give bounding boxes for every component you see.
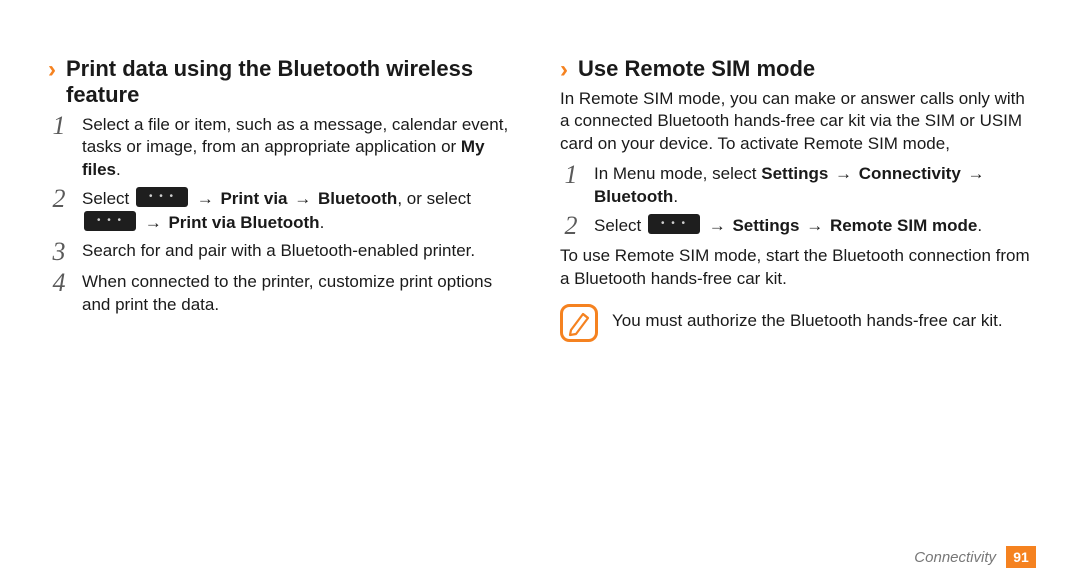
page-number: 91 xyxy=(1006,546,1036,568)
note-block: You must authorize the Bluetooth hands-f… xyxy=(560,304,1032,342)
text-run: . xyxy=(977,216,982,235)
text-run: In Menu mode, select xyxy=(594,164,761,183)
arrow-glyph: → xyxy=(961,164,987,183)
bold-text: Print via Bluetooth xyxy=(168,213,319,232)
chevron-icon: › xyxy=(48,58,56,82)
section-heading-print: › Print data using the Bluetooth wireles… xyxy=(48,56,520,108)
step-item: 2 Select → Settings → Remote SIM mode. xyxy=(560,214,1032,239)
step-item: 1 Select a file or item, such as a messag… xyxy=(48,114,520,181)
step-body: Select → Print via → Bluetooth, or selec… xyxy=(82,187,520,234)
step-body: Select a file or item, such as a message… xyxy=(82,114,520,181)
bold-text: Settings xyxy=(761,164,828,183)
heading-text: Use Remote SIM mode xyxy=(578,56,815,82)
arrow-glyph: → xyxy=(800,216,830,235)
intro-paragraph: In Remote SIM mode, you can make or answ… xyxy=(560,88,1032,155)
arrow-glyph: → xyxy=(702,216,732,235)
step-body: Search for and pair with a Bluetooth-ena… xyxy=(82,240,475,262)
menu-dots-icon xyxy=(648,214,700,234)
steps-list-right: 1 In Menu mode, select Settings → Connect… xyxy=(560,163,1032,239)
step-body: When connected to the printer, customize… xyxy=(82,271,520,316)
arrow-glyph: → xyxy=(138,213,168,232)
page-footer: Connectivity 91 xyxy=(914,546,1036,568)
arrow-glyph: → xyxy=(190,189,220,208)
text-run: Select xyxy=(82,189,134,208)
text-run: . xyxy=(116,160,121,179)
left-column: › Print data using the Bluetooth wireles… xyxy=(28,56,540,562)
step-body: In Menu mode, select Settings → Connecti… xyxy=(594,163,1032,208)
footer-section-label: Connectivity xyxy=(914,549,996,566)
bold-text: Connectivity xyxy=(859,164,961,183)
manual-page: › Print data using the Bluetooth wireles… xyxy=(0,0,1080,586)
section-heading-remote-sim: › Use Remote SIM mode xyxy=(560,56,1032,82)
note-icon xyxy=(560,304,598,342)
step-item: 3 Search for and pair with a Bluetooth-en… xyxy=(48,240,520,265)
step-body: Select → Settings → Remote SIM mode. xyxy=(594,214,982,237)
arrow-glyph: → xyxy=(288,189,318,208)
bold-text: Bluetooth xyxy=(594,187,673,206)
step-number: 4 xyxy=(48,270,70,296)
menu-dots-icon xyxy=(84,211,136,231)
step-number: 1 xyxy=(48,113,70,139)
after-paragraph: To use Remote SIM mode, start the Blueto… xyxy=(560,245,1032,290)
note-text: You must authorize the Bluetooth hands-f… xyxy=(612,310,1003,332)
step-number: 1 xyxy=(560,162,582,188)
step-number: 2 xyxy=(560,213,582,239)
step-item: 2 Select → Print via → Bluetooth, or sele… xyxy=(48,187,520,234)
text-run: Select a file or item, such as a message… xyxy=(82,115,508,156)
bold-text: Settings xyxy=(732,216,799,235)
text-run: When connected to the printer, customize… xyxy=(82,272,492,313)
chevron-icon: › xyxy=(560,58,568,82)
menu-dots-icon xyxy=(136,187,188,207)
text-run: , or select xyxy=(397,189,471,208)
step-number: 2 xyxy=(48,186,70,212)
right-column: › Use Remote SIM mode In Remote SIM mode… xyxy=(540,56,1052,562)
text-run: . xyxy=(320,213,325,232)
bold-text: Bluetooth xyxy=(318,189,397,208)
step-item: 1 In Menu mode, select Settings → Connect… xyxy=(560,163,1032,208)
steps-list-left: 1 Select a file or item, such as a messag… xyxy=(48,114,520,316)
text-run: . xyxy=(673,187,678,206)
arrow-glyph: → xyxy=(828,164,858,183)
step-number: 3 xyxy=(48,239,70,265)
text-run: Select xyxy=(594,216,646,235)
text-run: Search for and pair with a Bluetooth-ena… xyxy=(82,241,475,260)
step-item: 4 When connected to the printer, customiz… xyxy=(48,271,520,316)
heading-text: Print data using the Bluetooth wireless … xyxy=(66,56,520,108)
bold-text: Print via xyxy=(220,189,287,208)
bold-text: Remote SIM mode xyxy=(830,216,977,235)
